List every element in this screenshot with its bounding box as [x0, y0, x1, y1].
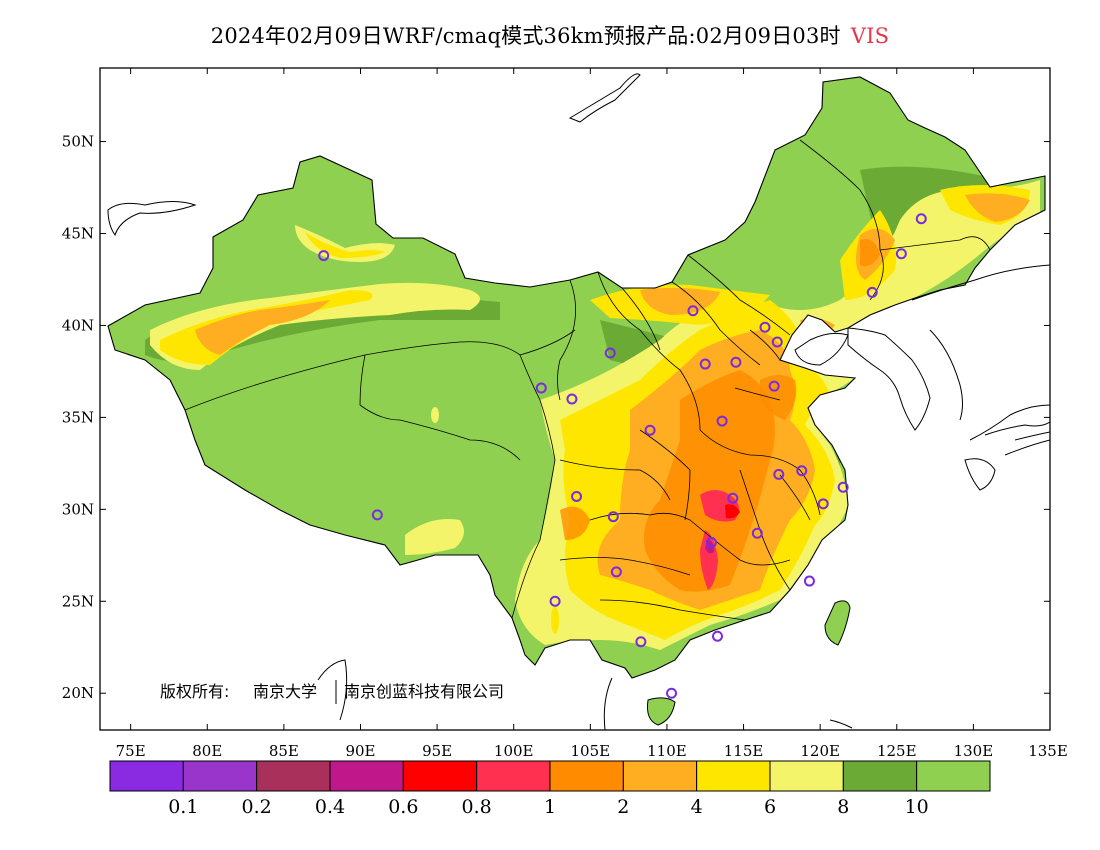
station-marker	[915, 213, 927, 225]
lon-tick-label: 95E	[422, 742, 452, 760]
copyright-org1: 南京大学	[253, 682, 317, 701]
station-marker	[751, 527, 763, 539]
province-borders	[184, 139, 991, 621]
copyright-org2: 南京创蓝科技有限公司	[344, 682, 504, 701]
station-marker	[607, 511, 619, 523]
station-marker	[803, 575, 815, 587]
station-marker	[895, 248, 907, 260]
legend-label: 6	[764, 796, 776, 818]
lat-tick-label: 50N	[62, 133, 94, 151]
lat-tick-label: 40N	[62, 316, 94, 334]
legend-swatch	[696, 760, 771, 792]
station-marker	[817, 498, 829, 510]
legend-label: 0.4	[315, 796, 345, 818]
legend-swatch	[329, 760, 404, 792]
title-variable: VIS	[850, 24, 890, 48]
lat-tick-label: 30N	[62, 500, 94, 518]
legend-label: 4	[691, 796, 703, 818]
lon-tick-label: 110E	[647, 742, 687, 760]
legend-swatch	[256, 760, 331, 792]
lon-tick-label: 135E	[1028, 742, 1068, 760]
station-marker	[566, 393, 578, 405]
lon-tick-label: 130E	[954, 742, 994, 760]
lon-tick-label: 120E	[800, 742, 840, 760]
lon-tick-label: 75E	[116, 742, 146, 760]
legend-label: 0.6	[388, 796, 418, 818]
taiwan-island	[824, 600, 851, 646]
legend-swatch	[842, 760, 918, 792]
legend-swatch	[109, 760, 184, 792]
station-marker	[716, 415, 728, 427]
legend-label: 0.8	[462, 796, 492, 818]
legend-label: 8	[837, 796, 849, 818]
lat-tick-label: 25N	[62, 592, 94, 610]
legend-label: 10	[905, 796, 929, 818]
lon-tick-label: 85E	[269, 742, 299, 760]
station-marker	[773, 468, 785, 480]
station-marker	[768, 380, 780, 392]
station-marker	[549, 595, 561, 607]
legend-swatch	[476, 760, 551, 792]
copyright-notice: 版权所有: 南京大学 南京创蓝科技有限公司	[160, 680, 504, 704]
station-markers	[318, 213, 927, 699]
copyright-owner-label: 版权所有:	[160, 682, 229, 701]
china-border	[107, 76, 1046, 679]
station-marker	[666, 687, 678, 699]
station-marker	[837, 481, 849, 493]
legend-label: 2	[617, 796, 629, 818]
legend-swatch	[549, 760, 624, 792]
station-marker	[604, 347, 616, 359]
station-marker	[535, 382, 547, 394]
legend-label: 1	[544, 796, 556, 818]
lon-tick-label: 115E	[724, 742, 764, 760]
station-marker	[644, 424, 656, 436]
station-marker	[318, 250, 330, 262]
station-marker	[771, 336, 783, 348]
map-title: 2024年02月09日WRF/cmaq模式36km预报产品:02月09日03时 V…	[0, 20, 1100, 50]
lon-tick-label: 125E	[877, 742, 917, 760]
hainan-island	[647, 697, 676, 726]
station-marker	[796, 465, 808, 477]
station-marker	[571, 490, 583, 502]
color-legend: 0.1 0.2 0.4 0.6 0.8 1 2 4 6 8 10	[109, 760, 991, 818]
station-marker	[759, 321, 771, 333]
legend-swatch	[769, 760, 844, 792]
station-marker	[730, 356, 742, 368]
title-text: 2024年02月09日WRF/cmaq模式36km预报产品:02月09日03时	[210, 24, 841, 48]
lon-tick-label: 90E	[345, 742, 375, 760]
lat-tick-label: 35N	[62, 408, 94, 426]
legend-swatch	[402, 760, 478, 792]
foreign-coastlines	[107, 73, 1050, 730]
station-marker	[712, 630, 723, 642]
lat-tick-label: 45N	[62, 225, 94, 243]
longitude-axis: 75E 80E 85E 90E 95E 100E 105E 110E 115E 120E 125E 1…	[116, 68, 1068, 760]
lon-tick-label: 80E	[192, 742, 222, 760]
lon-tick-label: 100E	[494, 742, 534, 760]
legend-swatch	[622, 760, 698, 792]
station-marker	[866, 286, 878, 298]
map-frame	[99, 67, 1051, 731]
station-marker	[687, 305, 699, 317]
legend-swatch	[916, 760, 991, 792]
legend-label: 0.1	[168, 796, 198, 818]
station-marker	[610, 566, 622, 578]
station-marker	[727, 492, 739, 504]
legend-swatch	[182, 760, 258, 792]
visibility-field	[108, 77, 1045, 678]
latitude-axis: 50N 45N 40N 35N 30N 25N 20N	[62, 133, 1050, 702]
station-marker	[371, 509, 383, 521]
station-marker	[635, 636, 647, 648]
station-marker	[699, 358, 711, 370]
legend-label: 0.2	[242, 796, 272, 818]
station-marker	[705, 536, 717, 548]
lon-tick-label: 105E	[571, 742, 611, 760]
lat-tick-label: 20N	[62, 684, 94, 702]
